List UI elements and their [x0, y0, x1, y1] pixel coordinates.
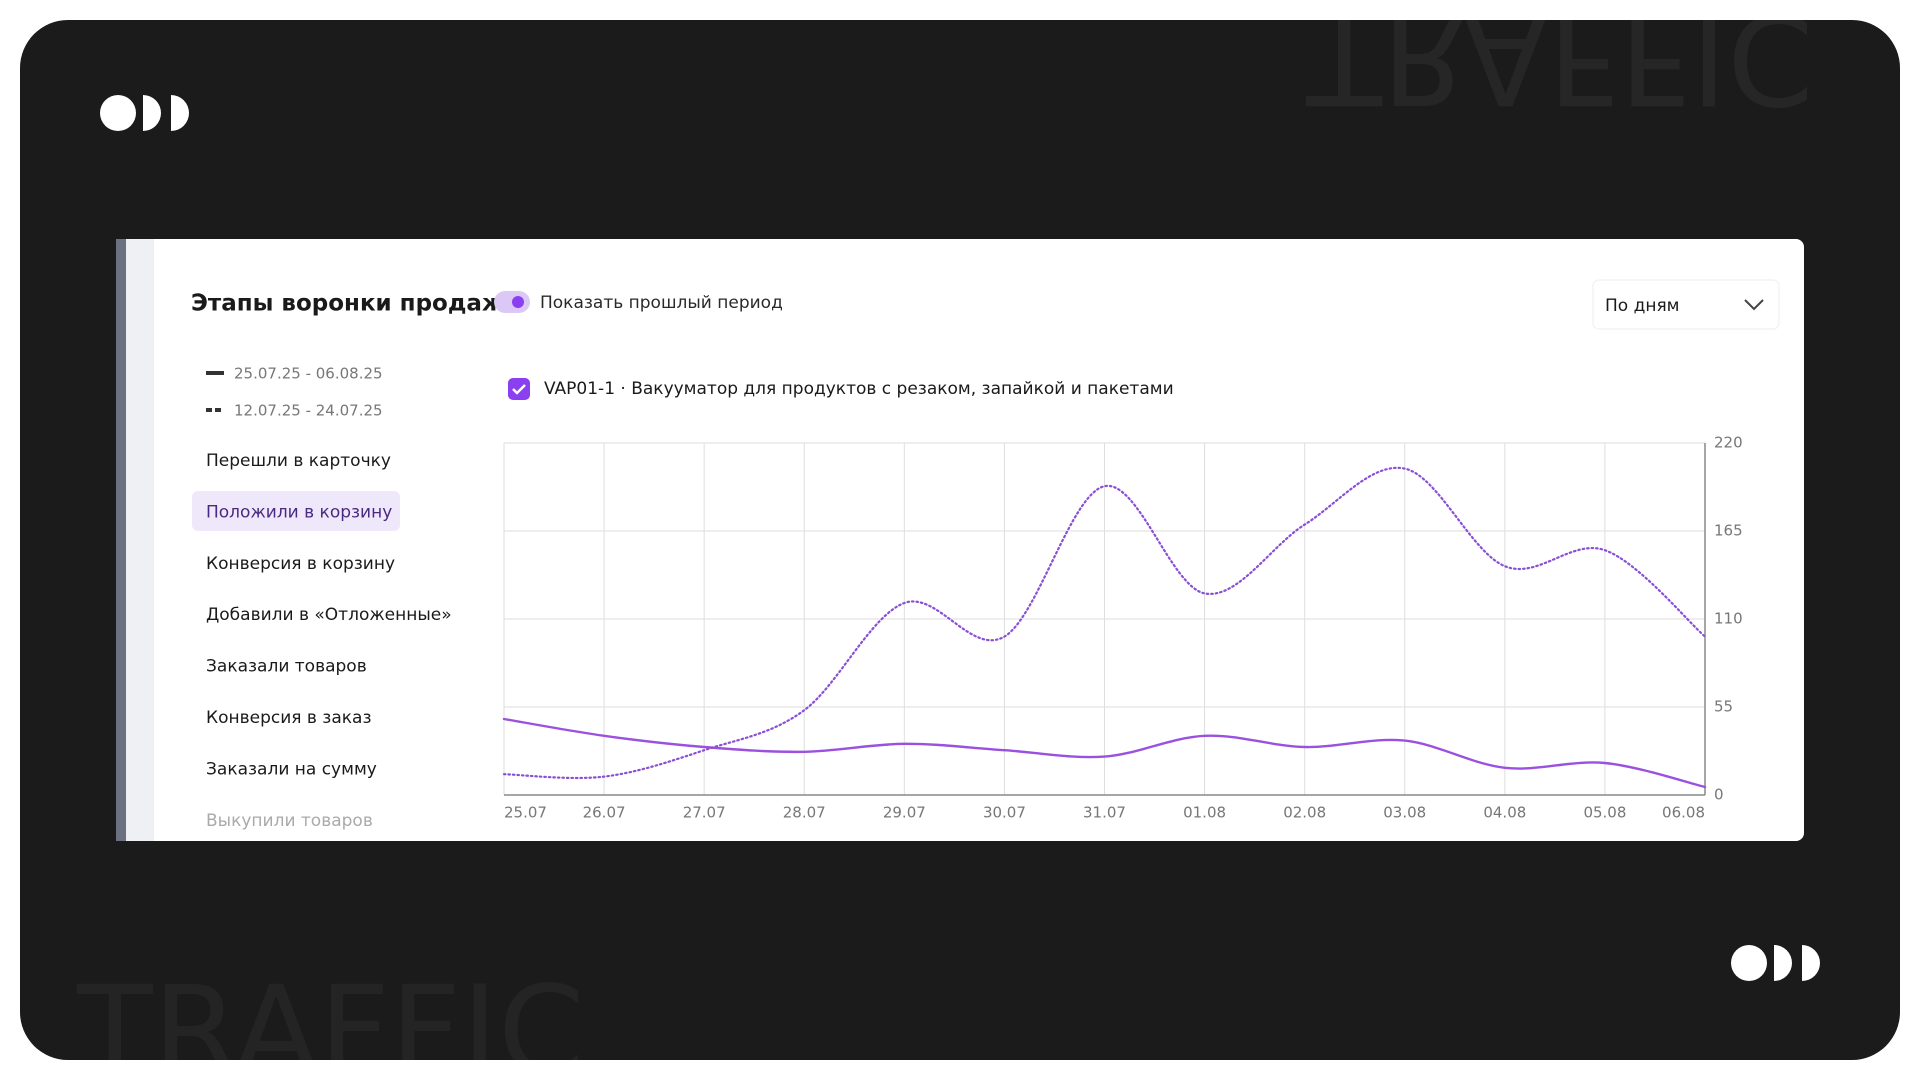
panel-edge — [116, 239, 126, 841]
logo — [100, 95, 189, 131]
logo — [1731, 945, 1820, 981]
panel — [116, 239, 1804, 841]
menu-item[interactable]: Положили в корзину — [206, 502, 392, 522]
watermark: TRAFFIC — [76, 960, 585, 1080]
watermark: TRAFFIC — [1305, 0, 1814, 130]
dropdown[interactable] — [1592, 279, 1780, 330]
menu-item[interactable]: Конверсия в заказ — [206, 708, 371, 728]
x-tick-label: 27.07 — [683, 804, 726, 822]
x-tick-label: 03.08 — [1383, 804, 1426, 822]
menu-item[interactable]: Конверсия в корзину — [206, 554, 395, 574]
x-tick-label: 28.07 — [783, 804, 826, 822]
chart: 25.07.25 - 06.08.25 12.07.25 - 24.07.25 25… — [206, 365, 1743, 822]
menu: Перешли в карточку Положили в корзину Конв… — [206, 451, 452, 831]
toggle[interactable] — [494, 291, 530, 313]
menu-item[interactable]: Перешли в карточку — [206, 451, 391, 471]
x-tick-label: 29.07 — [883, 804, 926, 822]
panel-stripe — [126, 239, 154, 841]
x-tick-label: 31.07 — [1083, 804, 1126, 822]
menu-highlight — [192, 491, 400, 531]
product-label: VAP01-1 · Вакууматор для продуктов с рез… — [544, 379, 1174, 399]
x-tick-label: 01.08 — [1183, 804, 1226, 822]
legend-label: 25.07.25 - 06.08.25 — [234, 365, 383, 383]
x-tick-label: 25.07 — [504, 804, 547, 822]
y-tick-label: 165 — [1714, 522, 1743, 540]
y-tick-label: 0 — [1714, 786, 1724, 804]
menu-item[interactable]: Заказали товаров — [206, 657, 367, 677]
x-tick-label: 05.08 — [1583, 804, 1626, 822]
line-series — [502, 466, 1707, 780]
legend-label: 12.07.25 - 24.07.25 — [234, 402, 383, 420]
y-tick-label: 110 — [1714, 610, 1743, 628]
x-tick-label: 04.08 — [1483, 804, 1526, 822]
x-tick-label: 02.08 — [1283, 804, 1326, 822]
x-tick-label: 30.07 — [983, 804, 1026, 822]
dropdown-arrow[interactable] — [1744, 299, 1764, 311]
menu-item[interactable]: Заказали на сумму — [206, 759, 377, 779]
x-tick-label: 26.07 — [583, 804, 626, 822]
line-series — [502, 717, 1707, 789]
y-tick-label: 220 — [1714, 434, 1743, 452]
checkbox[interactable] — [508, 378, 530, 400]
menu-item[interactable]: Добавили в «Отложенные» — [206, 605, 452, 625]
x-tick-label: 06.08 — [1662, 804, 1705, 822]
y-tick-label: 55 — [1714, 698, 1733, 716]
toggle-label[interactable]: Показать прошлый период — [540, 293, 783, 313]
panel-title: Этапы воронки продаж — [191, 291, 505, 317]
dropdown-label[interactable]: По дням — [1605, 296, 1680, 316]
menu-item[interactable]: Выкупили товаров — [206, 811, 373, 831]
